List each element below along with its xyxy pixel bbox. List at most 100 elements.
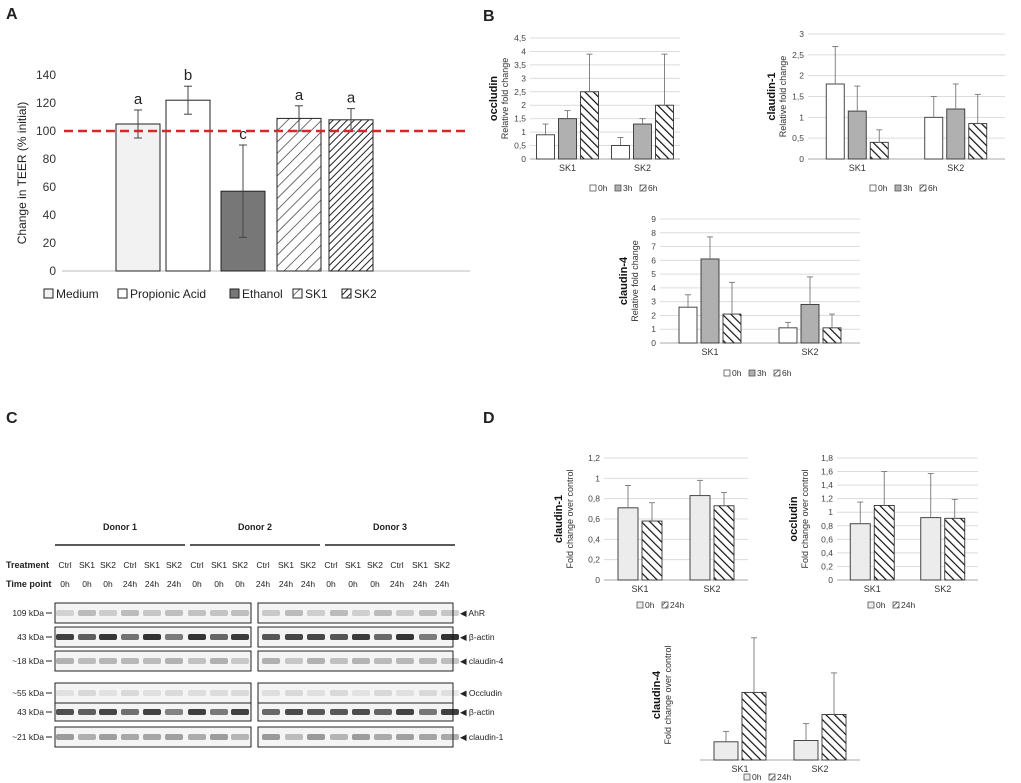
blot-lane-timepoint: 0h <box>60 579 70 589</box>
d1-ytick-label: 0,2 <box>588 555 600 565</box>
a-ytick-label: 120 <box>36 96 56 110</box>
blot-band <box>352 610 370 616</box>
blot-treatment-label: Treatment <box>6 560 49 570</box>
blot-band <box>396 658 414 664</box>
blot-lane-timepoint: 24h <box>167 579 181 589</box>
blot-band <box>121 709 139 715</box>
blot-band <box>441 634 459 640</box>
blot-lane-treatment: Ctrl <box>256 560 269 570</box>
d2-bar-sk2-0h <box>920 517 942 581</box>
d2-bar-sk2-24h <box>944 517 966 581</box>
a-significance-letter: a <box>295 87 304 104</box>
blot-band <box>99 610 117 616</box>
b2-bar-sk2-6h <box>968 123 988 160</box>
b2-ytick-label: 1 <box>799 112 804 122</box>
blot-band <box>56 709 74 715</box>
blot-band <box>210 610 228 616</box>
blot-band <box>419 734 437 740</box>
d3-bar-sk1-0h <box>713 741 739 761</box>
blot-band <box>78 658 96 664</box>
blot-band <box>78 734 96 740</box>
blot-band <box>330 610 348 616</box>
b3-ytick-label: 0 <box>651 338 656 348</box>
d2-y-axis-label: Fold change over control <box>800 469 810 568</box>
b3-ytick-label: 4 <box>651 283 656 293</box>
blot-lane-treatment: SK1 <box>211 560 227 570</box>
blot-band <box>307 634 325 640</box>
a-legend-swatch <box>43 288 54 299</box>
blot-band <box>121 634 139 640</box>
blot-lane-treatment: SK1 <box>79 560 95 570</box>
b1-ytick-label: 4,5 <box>514 33 526 43</box>
d2-xtick-label: SK2 <box>934 584 951 594</box>
d2-chart-title: occludin <box>788 496 800 542</box>
d2-legend-swatch <box>867 601 875 609</box>
b3-legend-swatch <box>723 369 731 377</box>
d3-legend-label: 0h <box>752 772 762 782</box>
b1-legend-label: 0h <box>598 183 608 193</box>
d2-ytick-label: 1,4 <box>821 480 833 490</box>
blot-band <box>441 690 459 696</box>
blot-kda-label: 43 kDa <box>17 707 44 717</box>
blot-membrane-right <box>257 726 454 748</box>
a-ytick-label: 100 <box>36 124 56 138</box>
b2-chart-title: claudin-1 <box>766 72 778 120</box>
d2-legend-swatch <box>892 601 900 609</box>
blot-band <box>285 610 303 616</box>
blot-band <box>165 690 183 696</box>
blot-band <box>374 658 392 664</box>
blot-lane-timepoint: 0h <box>326 579 336 589</box>
blot-band <box>262 709 280 715</box>
blot-band <box>165 709 183 715</box>
d1-ytick-label: 1 <box>595 473 600 483</box>
blot-band <box>330 734 348 740</box>
d2-ytick-label: 1,8 <box>821 453 833 463</box>
d2-ytick-label: 0,2 <box>821 561 833 571</box>
blot-lane-treatment: SK1 <box>278 560 294 570</box>
blot-band <box>99 690 117 696</box>
blot-band <box>121 658 139 664</box>
blot-band <box>165 658 183 664</box>
blot-band <box>99 734 117 740</box>
blot-band <box>330 690 348 696</box>
blot-band <box>262 658 280 664</box>
blot-band <box>231 690 249 696</box>
blot-band <box>231 658 249 664</box>
blot-band <box>396 690 414 696</box>
d3-legend-swatch <box>768 773 776 781</box>
b3-ytick-label: 2 <box>651 310 656 320</box>
b3-ytick-label: 7 <box>651 242 656 252</box>
a-ytick-label: 40 <box>43 208 57 222</box>
blot-band <box>307 709 325 715</box>
blot-band <box>121 610 139 616</box>
b2-ytick-label: 2,5 <box>792 50 804 60</box>
blot-lane-treatment: Ctrl <box>123 560 136 570</box>
b3-bar-sk2-3h <box>800 303 820 344</box>
a-bar-sk1 <box>276 117 322 272</box>
blot-band <box>210 709 228 715</box>
b2-y-axis-label: Relative fold change <box>778 56 788 138</box>
blot-band <box>352 734 370 740</box>
blot-band <box>374 690 392 696</box>
b1-ytick-label: 3 <box>521 73 526 83</box>
b3-xtick-label: SK1 <box>701 347 718 357</box>
d1-ytick-label: 1,2 <box>588 453 600 463</box>
b1-bar-sk1-6h <box>580 91 599 160</box>
b3-ytick-label: 9 <box>651 214 656 224</box>
blot-band <box>285 734 303 740</box>
blot-band <box>231 610 249 616</box>
blot-membrane-right <box>257 602 454 624</box>
blot-band <box>396 709 414 715</box>
d1-ytick-label: 0,6 <box>588 514 600 524</box>
b1-bar-sk1-3h <box>558 118 577 160</box>
blot-band <box>374 709 392 715</box>
b2-ytick-label: 2 <box>799 71 804 81</box>
d1-legend-swatch <box>636 601 644 609</box>
blot-band <box>165 634 183 640</box>
a-legend-swatch <box>341 288 352 299</box>
blot-membrane-left <box>54 726 252 748</box>
b2-ytick-label: 3 <box>799 29 804 39</box>
b1-legend-swatch <box>614 184 622 192</box>
blot-band <box>330 658 348 664</box>
b3-bar-sk1-6h <box>722 313 742 344</box>
